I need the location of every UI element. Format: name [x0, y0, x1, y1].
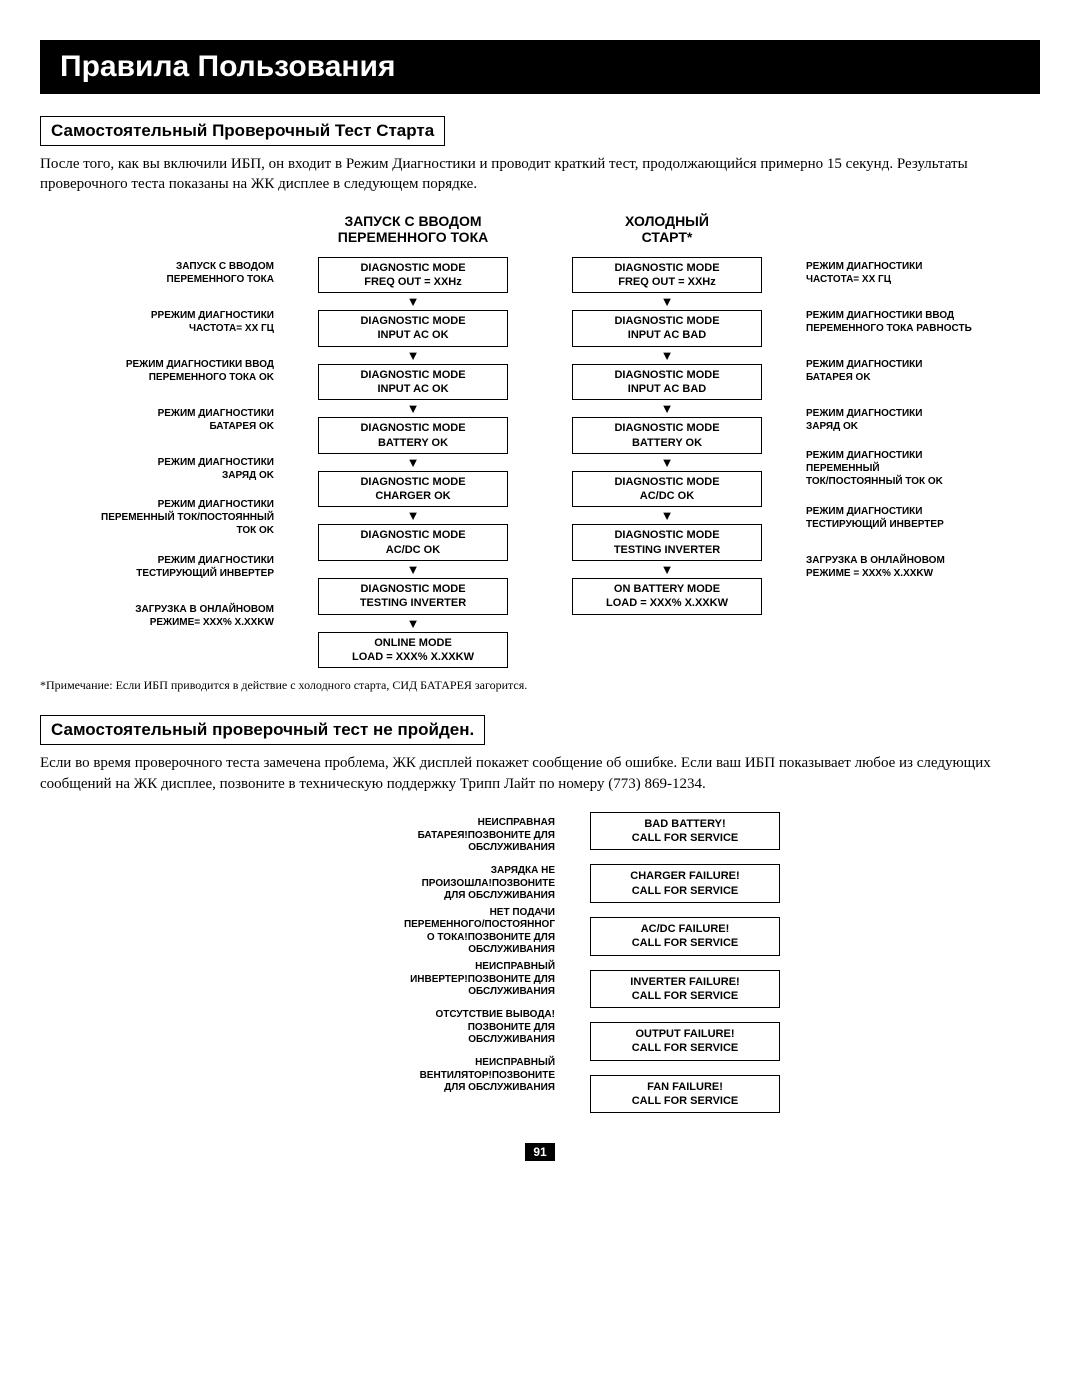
fail-box: OUTPUT FAILURE! CALL FOR SERVICE — [590, 1022, 780, 1061]
down-arrow-icon: ▼ — [407, 456, 420, 469]
down-arrow-icon: ▼ — [407, 295, 420, 308]
flow-left-label: РРЕЖИМ ДИАГНОСТИКИ ЧАСТОТА= XX ГЦ — [44, 306, 274, 338]
flow-right-label: РЕЖИМ ДИАГНОСТИКИ ЗАРЯД OK — [806, 404, 1036, 436]
diag-box: DIAGNOSTIC MODE INPUT AC OK — [318, 364, 508, 401]
flow-right-label: РЕЖИМ ДИАГНОСТИКИ БАТАРЕЯ OK — [806, 355, 1036, 387]
section-1-heading: Самостоятельный Проверочный Тест Старта — [40, 116, 445, 146]
section-2-heading: Самостоятельный проверочный тест не прой… — [40, 715, 485, 745]
page-title: Правила Пользования — [40, 40, 1040, 94]
diag-box: DIAGNOSTIC MODE INPUT AC BAD — [572, 310, 762, 347]
flow-left-label: РЕЖИМ ДИАГНОСТИКИ ПЕРЕМЕННЫЙ ТОК/ПОСТОЯН… — [44, 502, 274, 534]
diag-box: DIAGNOSTIC MODE FREQ OUT = XXHz — [318, 257, 508, 294]
diag-box: DIAGNOSTIC MODE INPUT AC OK — [318, 310, 508, 347]
diag-box: DIAGNOSTIC MODE TESTING INVERTER — [572, 524, 762, 561]
fail-label: НЕИСПРАВНЫЙ ВЕНТИЛЯТОР!ПОЗВОНИТЕ ДЛЯ ОБС… — [295, 1052, 555, 1100]
diag-box: DIAGNOSTIC MODE AC/DC OK — [318, 524, 508, 561]
fail-label: ЗАРЯДКА НЕ ПРОИЗОШЛА!ПОЗВОНИТЕ ДЛЯ ОБСЛУ… — [295, 860, 555, 908]
flow-left-label: РЕЖИМ ДИАГНОСТИКИ БАТАРЕЯ OK — [44, 404, 274, 436]
flow-right-label: РЕЖИМ ДИАГНОСТИКИ ВВОД ПЕРЕМЕННОГО ТОКА … — [806, 306, 1036, 338]
diag-box: DIAGNOSTIC MODE AC/DC OK — [572, 471, 762, 508]
down-arrow-icon: ▼ — [661, 563, 674, 576]
diagnostic-flow: ЗАПУСК С ВВОДОМ ПЕРЕМЕННОГО ТОКА РРЕЖИМ … — [40, 213, 1040, 669]
fail-box: FAN FAILURE! CALL FOR SERVICE — [590, 1075, 780, 1114]
flow-left-label: РЕЖИМ ДИАГНОСТИКИ ЗАРЯД OK — [44, 453, 274, 485]
down-arrow-icon: ▼ — [407, 509, 420, 522]
down-arrow-icon: ▼ — [407, 402, 420, 415]
fail-box: AC/DC FAILURE! CALL FOR SERVICE — [590, 917, 780, 956]
down-arrow-icon: ▼ — [407, 563, 420, 576]
diag-box: ONLINE MODE LOAD = XXX% X.XXKW — [318, 632, 508, 669]
section-2-intro: Если во время проверочного теста замечен… — [40, 753, 1040, 794]
fail-block: НЕИСПРАВНАЯ БАТАРЕЯ!ПОЗВОНИТЕ ДЛЯ ОБСЛУЖ… — [40, 812, 1040, 1128]
diag-box: ON BATTERY MODE LOAD = XXX% X.XXKW — [572, 578, 762, 615]
flow-left-label: ЗАГРУЗКА В ОНЛАЙНОВОМ РЕЖИМЕ= XXX% X.XXK… — [44, 600, 274, 632]
fail-label: ОТСУТСТВИЕ ВЫВОДА! ПОЗВОНИТЕ ДЛЯ ОБСЛУЖИ… — [295, 1004, 555, 1052]
diag-box: DIAGNOSTIC MODE FREQ OUT = XXHz — [572, 257, 762, 294]
fail-boxes: BAD BATTERY! CALL FOR SERVICE CHARGER FA… — [585, 812, 785, 1128]
down-arrow-icon: ▼ — [661, 349, 674, 362]
diag-box: DIAGNOSTIC MODE INPUT AC BAD — [572, 364, 762, 401]
fail-label: НЕИСПРАВНАЯ БАТАРЕЯ!ПОЗВОНИТЕ ДЛЯ ОБСЛУЖ… — [295, 812, 555, 860]
down-arrow-icon: ▼ — [407, 349, 420, 362]
flow-col-ac-start: ЗАПУСК С ВВОДОМ ПЕРЕМЕННОГО ТОКА DIAGNOS… — [298, 213, 528, 669]
fail-box: CHARGER FAILURE! CALL FOR SERVICE — [590, 864, 780, 903]
down-arrow-icon: ▼ — [661, 509, 674, 522]
flow-right-label: РЕЖИМ ДИАГНОСТИКИ ПЕРЕМЕННЫЙ ТОК/ПОСТОЯН… — [806, 453, 1036, 485]
diag-box: DIAGNOSTIC MODE TESTING INVERTER — [318, 578, 508, 615]
fail-box: INVERTER FAILURE! CALL FOR SERVICE — [590, 970, 780, 1009]
diag-box: DIAGNOSTIC MODE CHARGER OK — [318, 471, 508, 508]
fail-label: НЕИСПРАВНЫЙ ИНВЕРТЕР!ПОЗВОНИТЕ ДЛЯ ОБСЛУ… — [295, 956, 555, 1004]
down-arrow-icon: ▼ — [407, 617, 420, 630]
flow-left-label: РЕЖИМ ДИАГНОСТИКИ ТЕСТИРУЮЩИЙ ИНВЕРТЕР — [44, 551, 274, 583]
fail-label: НЕТ ПОДАЧИ ПЕРЕМЕННОГО/ПОСТОЯННОГ О ТОКА… — [295, 908, 555, 956]
flow-header-mid2: ХОЛОДНЫЙ СТАРТ* — [625, 213, 709, 247]
diag-box: DIAGNOSTIC MODE BATTERY OK — [318, 417, 508, 454]
diag-box: DIAGNOSTIC MODE BATTERY OK — [572, 417, 762, 454]
down-arrow-icon: ▼ — [661, 456, 674, 469]
flow-right-labels: РЕЖИМ ДИАГНОСТИКИ ЧАСТОТА= XX ГЦ РЕЖИМ Д… — [806, 213, 1036, 669]
flow-right-label: ЗАГРУЗКА В ОНЛАЙНОВОМ РЕЖИМЕ = XXX% X.XX… — [806, 551, 1036, 583]
flow-right-label: РЕЖИМ ДИАГНОСТИКИ ЧАСТОТА= XX ГЦ — [806, 257, 1036, 289]
flow-left-labels: ЗАПУСК С ВВОДОМ ПЕРЕМЕННОГО ТОКА РРЕЖИМ … — [44, 213, 274, 669]
flow-right-label: РЕЖИМ ДИАГНОСТИКИ ТЕСТИРУЮЩИЙ ИНВЕРТЕР — [806, 502, 1036, 534]
flow-col-cold-start: ХОЛОДНЫЙ СТАРТ* DIAGNOSTIC MODE FREQ OUT… — [552, 213, 782, 669]
flow-header-mid1: ЗАПУСК С ВВОДОМ ПЕРЕМЕННОГО ТОКА — [338, 213, 488, 247]
down-arrow-icon: ▼ — [661, 295, 674, 308]
section-1-intro: После того, как вы включили ИБП, он вход… — [40, 154, 1040, 195]
footnote: *Примечание: Если ИБП приводится в дейст… — [40, 678, 1040, 693]
flow-left-label: ЗАПУСК С ВВОДОМ ПЕРЕМЕННОГО ТОКА — [44, 257, 274, 289]
page-number: 91 — [40, 1143, 1040, 1161]
fail-labels: НЕИСПРАВНАЯ БАТАРЕЯ!ПОЗВОНИТЕ ДЛЯ ОБСЛУЖ… — [295, 812, 555, 1128]
fail-box: BAD BATTERY! CALL FOR SERVICE — [590, 812, 780, 851]
down-arrow-icon: ▼ — [661, 402, 674, 415]
flow-left-label: РЕЖИМ ДИАГНОСТИКИ ВВОД ПЕРЕМЕННОГО ТОКА … — [44, 355, 274, 387]
